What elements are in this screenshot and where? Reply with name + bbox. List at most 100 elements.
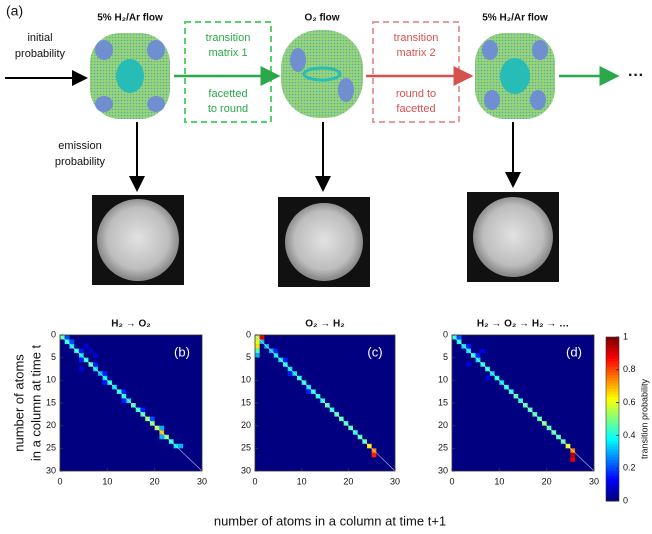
colorbar-segment (606, 481, 619, 486)
colorbar-segment (606, 492, 619, 497)
heat-cell (78, 348, 84, 354)
colorbar-segment (606, 380, 619, 384)
x-tick-label: 20 (343, 476, 353, 486)
y-axis-label: in a column at time t (28, 344, 43, 461)
colorbar-segment (606, 419, 619, 423)
heat-cell (178, 443, 184, 449)
y-tick-label: 30 (438, 465, 448, 475)
colorbar-segment (606, 375, 619, 379)
y-tick-label: 15 (46, 397, 56, 407)
emission-label: probability (55, 156, 106, 168)
heat-cell (485, 375, 490, 381)
colorbar-segment (606, 399, 619, 404)
colorbar-segment (606, 408, 619, 412)
colorbar-segment (606, 440, 619, 445)
colorbar-segment (606, 353, 619, 357)
heat-cell (306, 389, 311, 394)
colorbar-segment (606, 479, 619, 483)
heat-cell (287, 371, 293, 376)
heat-cell (69, 339, 75, 345)
colorbar-segment (606, 397, 619, 401)
y-tick-label: 10 (241, 375, 251, 385)
x-tick-label: 20 (150, 476, 160, 486)
x-tick-label: 0 (57, 476, 62, 486)
transition-name: matrix 1 (208, 47, 247, 59)
heat-cell (371, 452, 377, 458)
colorbar-tick-label: 0.8 (623, 364, 636, 374)
x-tick-label: 30 (589, 476, 599, 486)
colorbar-segment (606, 462, 619, 466)
transition-description: facetted (208, 88, 247, 100)
colorbar-segment (606, 386, 619, 390)
diagonal (254, 334, 396, 472)
x-tick-label: 30 (390, 476, 400, 486)
colorbar-segment (606, 361, 619, 365)
colorbar-segment (606, 364, 619, 368)
heat-cell (255, 339, 260, 345)
colorbar-segment (606, 429, 619, 434)
transition-description: round to (396, 88, 436, 100)
colorbar-tick-label: 0.4 (623, 430, 636, 440)
y-tick-label: 15 (438, 397, 448, 407)
y-tick-label: 0 (443, 329, 448, 339)
x-tick-label: 0 (449, 476, 454, 486)
colorbar-segment (606, 435, 619, 439)
colorbar-segment (606, 391, 619, 395)
y-tick-label: 10 (46, 375, 56, 385)
transition-name: matrix 2 (396, 47, 435, 59)
heat-cell (570, 452, 576, 458)
chart-title: O₂ → H₂ (305, 319, 344, 330)
heat-cell (480, 348, 486, 354)
heat-cell (149, 416, 155, 422)
heat-cell (93, 362, 98, 367)
panel-label: (d) (566, 344, 582, 359)
y-tick-label: 30 (46, 465, 56, 475)
y-tick-label: 25 (438, 443, 448, 453)
y-tick-label: 20 (46, 420, 56, 430)
colorbar-segment (606, 454, 619, 458)
colorbar-segment (606, 476, 619, 480)
colorbar-segment (606, 378, 619, 382)
colorbar-segment (606, 484, 619, 488)
colorbar-tick-label: 0 (623, 495, 628, 505)
y-tick-label: 0 (51, 329, 56, 339)
colorbar-segment (606, 345, 619, 349)
colorbar-segment (606, 427, 619, 431)
emission-image (467, 192, 559, 282)
colorbar-tick-label: 0.2 (623, 463, 636, 473)
colorbar-segment (606, 394, 619, 398)
heat-cell (283, 357, 288, 363)
x-tick-label: 30 (197, 476, 207, 486)
diagram: (a) 5% H₂/Ar flow O₂ flow 5% H₂/Ar flow … (5, 3, 644, 287)
heat-cell (64, 335, 70, 340)
colorbar-segment (606, 457, 619, 461)
y-tick-label: 25 (46, 443, 56, 453)
colorbar-segment (606, 432, 619, 436)
colorbar-label: transition probability (639, 378, 649, 459)
state-title: 5% H₂/Ar flow (97, 13, 163, 24)
heat-cell (255, 353, 260, 358)
heat-cell (255, 344, 260, 349)
heat-cell (255, 348, 260, 354)
transition-name: transition (394, 32, 439, 44)
colorbar-segment (606, 460, 619, 464)
y-tick-label: 20 (438, 420, 448, 430)
heat-cell (121, 398, 127, 403)
heat-cell (83, 344, 89, 349)
y-tick-label: 5 (443, 352, 448, 362)
particle (475, 33, 555, 119)
heat-cell (259, 335, 265, 340)
panel-label: (a) (6, 3, 23, 19)
colorbar-tick-label: 0.6 (623, 397, 636, 407)
heat-cell (456, 335, 462, 340)
colorbar-segment (606, 451, 619, 456)
colorbar-segment (606, 339, 619, 343)
particle (281, 30, 363, 118)
x-axis-label: number of atoms in a column at time t+1 (214, 513, 446, 528)
colorbar-segment (606, 402, 619, 406)
colorbar-segment (606, 413, 619, 417)
state-title: 5% H₂/Ar flow (482, 13, 548, 24)
colorbar-tick-label: 1 (623, 331, 628, 341)
colorbar-segment (606, 347, 619, 352)
